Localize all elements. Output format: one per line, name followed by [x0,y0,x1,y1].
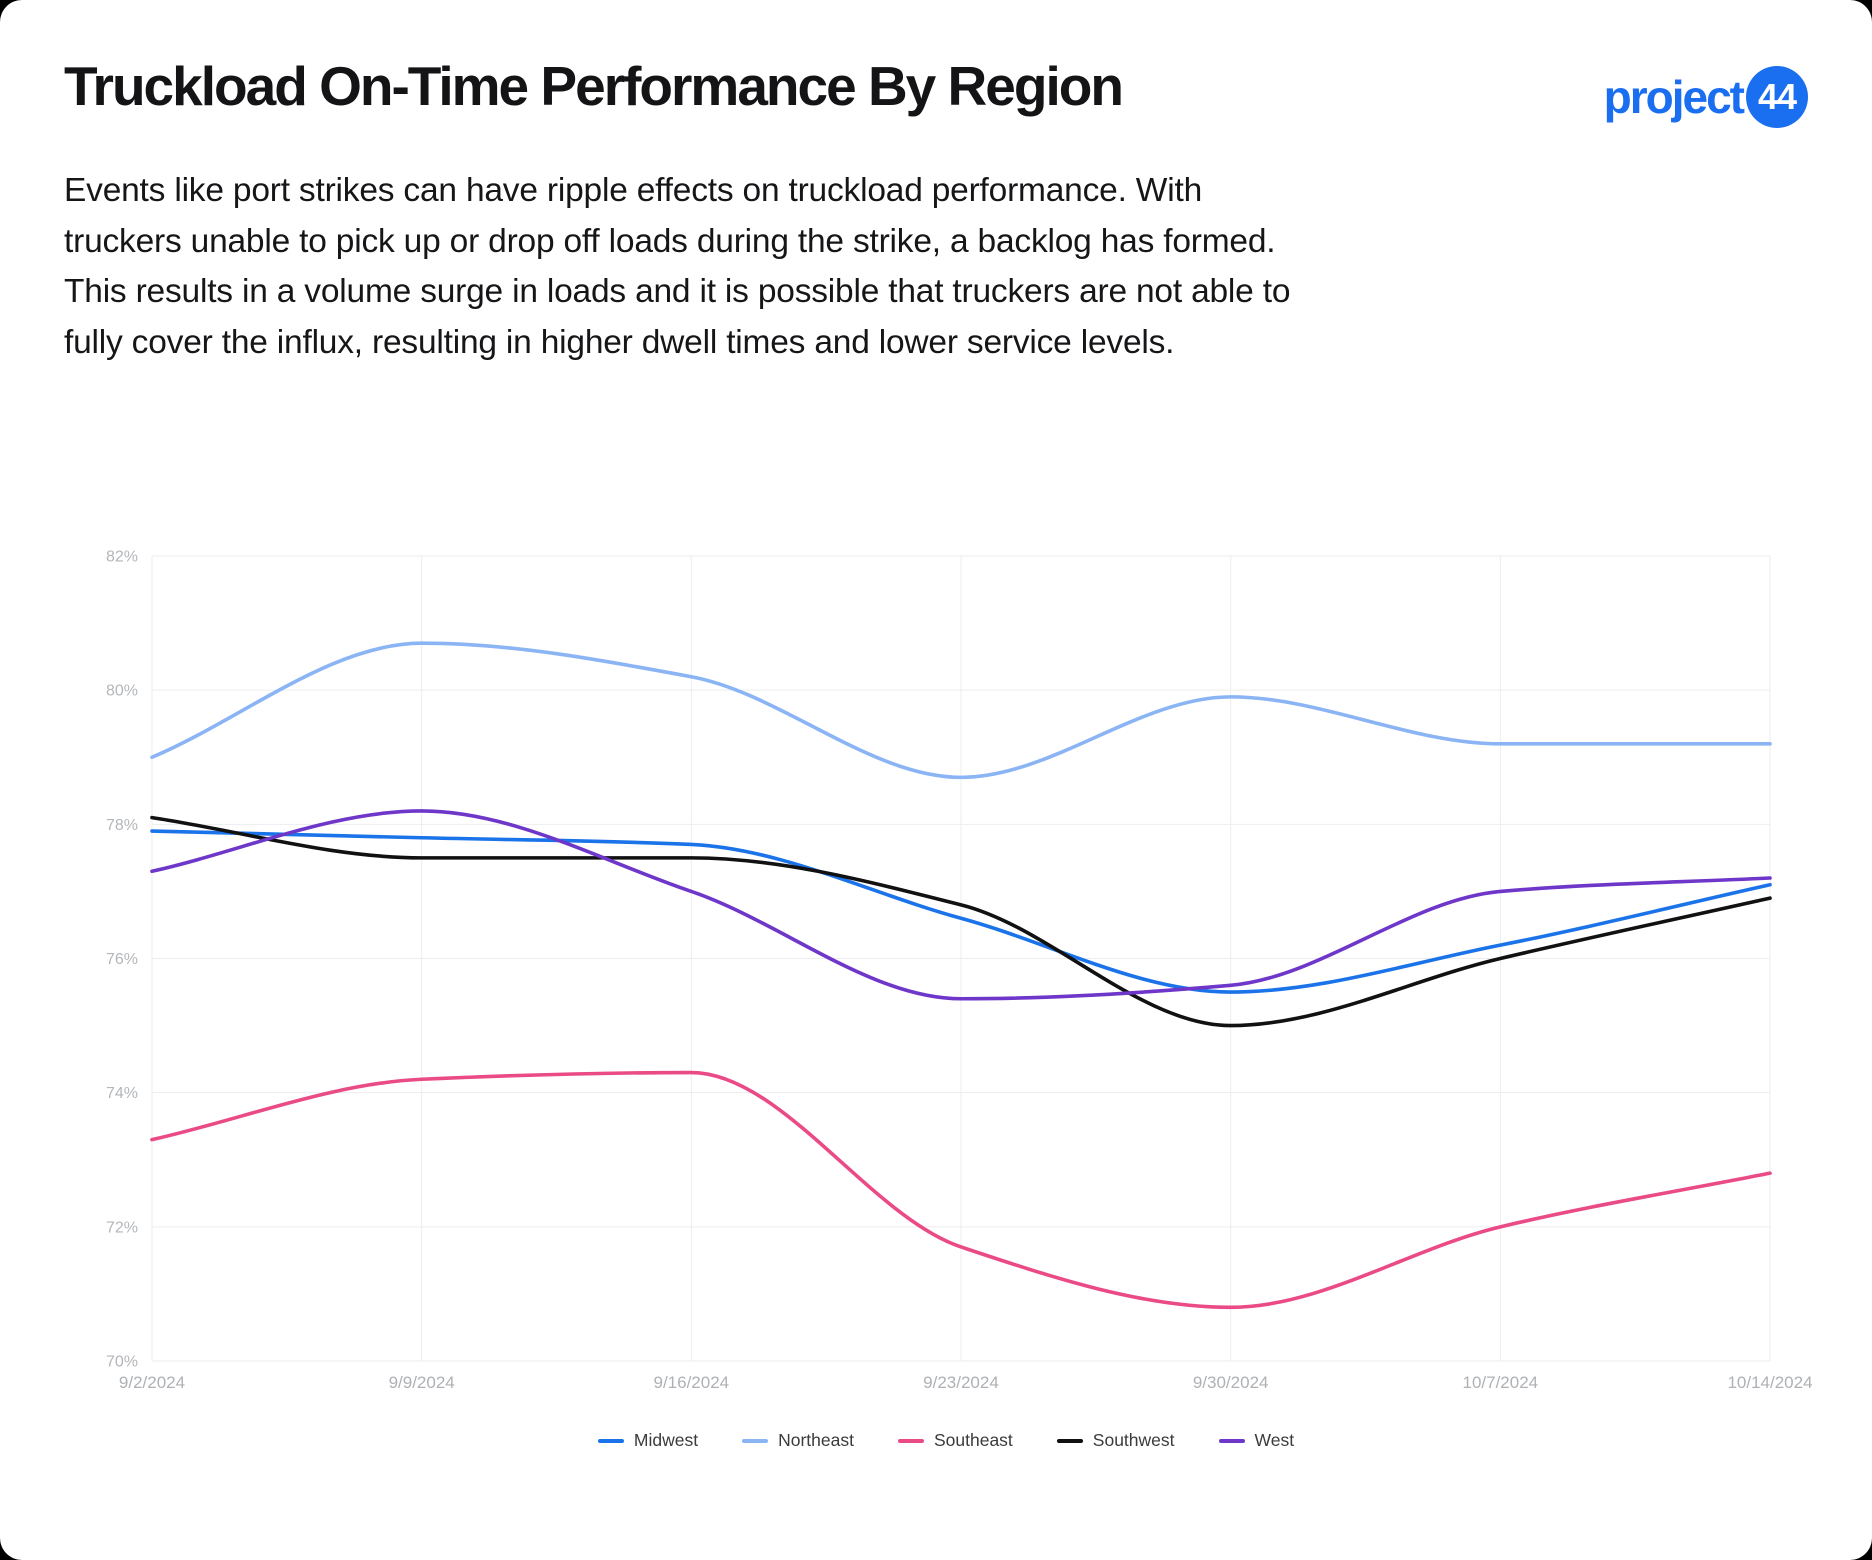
legend-label: Northeast [778,1430,854,1450]
page-title: Truckload On-Time Performance By Region [64,55,1124,117]
series-line-southwest [150,815,1772,1028]
series-line-midwest [150,829,1772,994]
series-line-west [150,809,1772,1001]
y-axis-tick-label: 82% [106,549,138,566]
legend-label: West [1254,1430,1295,1450]
chart-legend: Midwest Northeast Southeast Southwest West [64,1430,1828,1451]
legend-label: Southwest [1092,1430,1175,1450]
line-chart: 82% 80% 78% 76% 74% 72% 70% 9/2/2024 9/9/2024 9/1… [106,549,1813,1393]
legend-swatch-west [1218,1438,1245,1443]
x-axis-tick-label: 9/2/2024 [119,1373,185,1392]
legend-label: Midwest [633,1430,699,1450]
x-axis-tick-label: 9/16/2024 [654,1373,730,1392]
y-axis-tick-label: 76% [106,951,138,968]
project44-logo: project 44 [1604,66,1808,128]
description-paragraph: Events like port strikes can have ripple… [64,172,1291,361]
legend-item-northeast[interactable]: Northeast [742,1430,854,1451]
chart-block: 82% 80% 78% 76% 74% 72% 70% 9/2/2024 9/9/2024 9/1… [64,536,1828,1451]
legend-item-southeast[interactable]: Southeast [897,1430,1013,1451]
x-axis-tick-label: 9/23/2024 [923,1373,999,1392]
series-line-southeast [150,1070,1772,1310]
legend-item-midwest[interactable]: Midwest [597,1430,699,1451]
legend-label: Southeast [933,1430,1013,1450]
legend-swatch-southwest [1056,1438,1083,1443]
header: Truckload On-Time Performance By Region … [64,56,1828,128]
y-axis-tick-label: 72% [106,1219,138,1236]
legend-swatch-southeast [897,1438,924,1443]
legend-swatch-midwest [597,1438,624,1443]
series-line-northeast [150,641,1772,780]
y-axis-tick-label: 70% [106,1354,138,1371]
logo-text: project [1603,71,1745,123]
legend-swatch-northeast [742,1438,769,1443]
x-axis-tick-label: 9/30/2024 [1193,1373,1269,1392]
legend-item-southwest[interactable]: Southwest [1056,1430,1175,1451]
y-axis-tick-label: 80% [106,683,138,700]
x-axis-tick-label: 9/9/2024 [389,1373,455,1392]
legend-item-west[interactable]: West [1218,1430,1295,1451]
x-axis-tick-label: 10/14/2024 [1727,1373,1812,1392]
y-axis-tick-label: 74% [106,1085,138,1102]
logo-badge: 44 [1746,66,1808,128]
x-axis-tick-label: 10/7/2024 [1463,1373,1539,1392]
y-axis-tick-label: 78% [106,817,138,834]
